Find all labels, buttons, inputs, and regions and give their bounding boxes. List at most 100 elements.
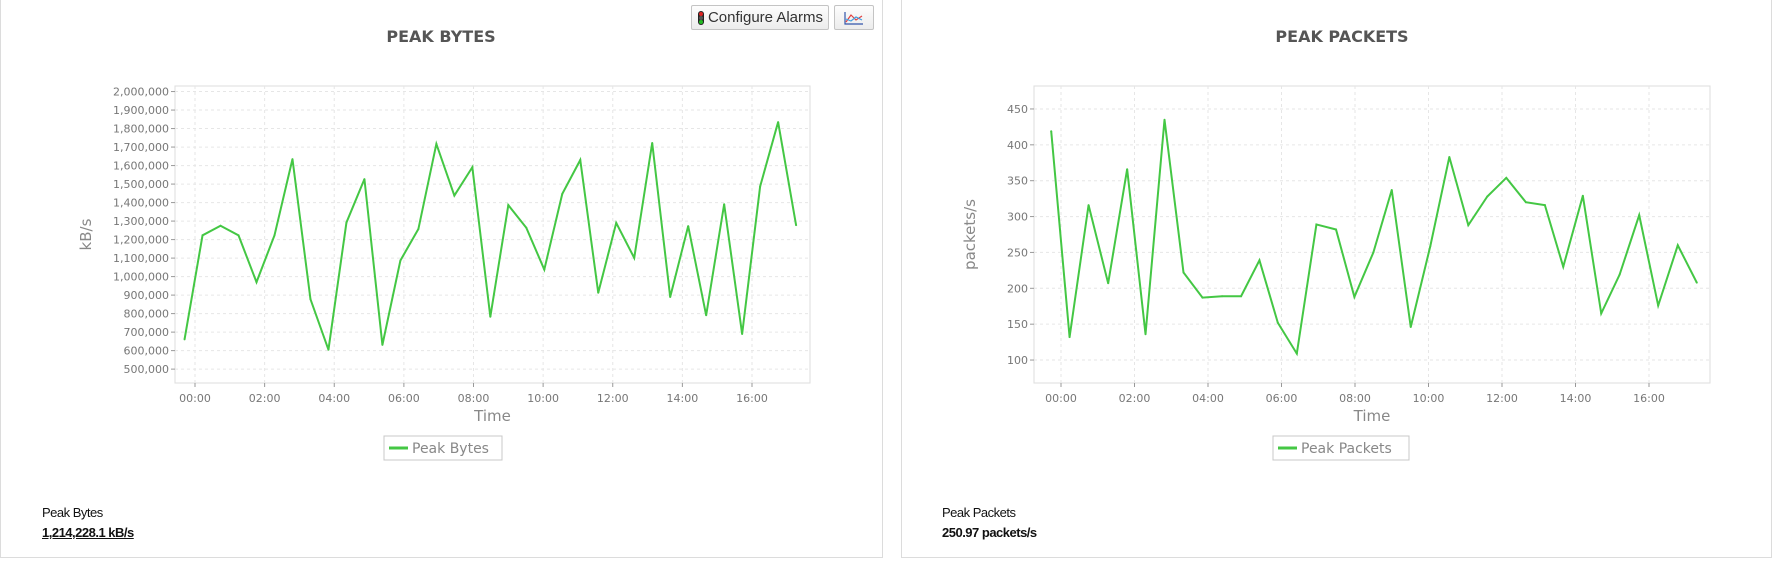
y-tick-label: 100 bbox=[1007, 354, 1028, 367]
data-point bbox=[1524, 201, 1527, 204]
chart-type-button[interactable] bbox=[834, 5, 874, 30]
configure-alarms-label: Configure Alarms bbox=[707, 9, 824, 26]
data-point bbox=[1240, 295, 1243, 298]
data-point bbox=[1315, 223, 1318, 226]
x-tick-label: 00:00 bbox=[179, 392, 211, 405]
y-axis-label: kB/s bbox=[77, 218, 95, 250]
y-tick-label: 1,300,000 bbox=[113, 215, 169, 228]
x-axis-label: Time bbox=[1353, 407, 1391, 425]
data-point bbox=[453, 194, 456, 197]
data-point bbox=[327, 348, 330, 351]
x-tick-label: 16:00 bbox=[736, 392, 768, 405]
x-tick-label: 10:00 bbox=[1413, 392, 1445, 405]
y-axis-label: packets/s bbox=[961, 199, 979, 270]
data-point bbox=[633, 256, 636, 259]
data-point bbox=[561, 192, 564, 195]
legend-box bbox=[1272, 435, 1410, 461]
peak-bytes-footer-value[interactable]: 1,214,228.1 kB/s bbox=[42, 525, 134, 540]
y-tick-label: 250 bbox=[1007, 246, 1028, 259]
data-point bbox=[435, 142, 438, 145]
y-tick-label: 400 bbox=[1007, 139, 1028, 152]
data-point bbox=[1429, 244, 1432, 247]
data-point bbox=[777, 121, 780, 124]
data-point bbox=[1409, 326, 1412, 329]
data-point bbox=[309, 298, 312, 301]
data-point bbox=[1182, 271, 1185, 274]
peak-bytes-panel: PEAK BYTES 500,000 600,000 700,000 800,000 90… bbox=[0, 0, 883, 558]
data-point bbox=[1335, 228, 1338, 231]
y-tick-label: 150 bbox=[1007, 318, 1028, 331]
x-tick-label: 06:00 bbox=[1266, 392, 1298, 405]
x-axis-label: Time bbox=[473, 407, 511, 425]
x-tick-label: 06:00 bbox=[388, 392, 420, 405]
peak-bytes-chart: PEAK BYTES 500,000 600,000 700,000 800,000 90… bbox=[77, 27, 811, 461]
data-point bbox=[795, 224, 798, 227]
data-point bbox=[399, 259, 402, 262]
data-point bbox=[255, 281, 258, 284]
x-tick-label: 08:00 bbox=[1339, 392, 1371, 405]
data-point bbox=[507, 204, 510, 207]
y-tick-label: 1,400,000 bbox=[113, 197, 169, 210]
y-tick-label: 350 bbox=[1007, 175, 1028, 188]
data-point bbox=[291, 158, 294, 161]
data-point bbox=[615, 221, 618, 224]
y-tick-label: 800,000 bbox=[124, 308, 170, 321]
data-point bbox=[273, 234, 276, 237]
data-point bbox=[1600, 312, 1603, 315]
legend-label: Peak Packets bbox=[1301, 441, 1392, 457]
y-tick-label: 1,200,000 bbox=[113, 234, 169, 247]
data-point bbox=[1505, 176, 1508, 179]
data-point bbox=[381, 343, 384, 346]
y-tick-label: 200 bbox=[1007, 282, 1028, 295]
data-point bbox=[1144, 333, 1147, 336]
y-tick-label: 1,900,000 bbox=[113, 104, 169, 117]
data-point bbox=[1372, 251, 1375, 254]
x-tick-label: 02:00 bbox=[1119, 392, 1151, 405]
data-point bbox=[1390, 189, 1393, 192]
x-tick-label: 04:00 bbox=[1192, 392, 1224, 405]
data-point bbox=[1087, 204, 1090, 207]
data-point bbox=[1295, 352, 1298, 355]
x-tick-label: 02:00 bbox=[249, 392, 281, 405]
data-point bbox=[525, 226, 528, 229]
plot-area bbox=[1033, 85, 1711, 384]
data-point bbox=[471, 166, 474, 169]
y-tick-label: 600,000 bbox=[124, 345, 170, 358]
data-point bbox=[1581, 194, 1584, 197]
data-point bbox=[345, 221, 348, 224]
y-tick-label: 1,500,000 bbox=[113, 178, 169, 191]
data-point bbox=[417, 228, 420, 231]
x-tick-label: 12:00 bbox=[597, 392, 629, 405]
configure-alarms-button[interactable]: Configure Alarms bbox=[691, 5, 829, 30]
data-point bbox=[219, 224, 222, 227]
x-tick-label: 10:00 bbox=[527, 392, 559, 405]
data-point bbox=[597, 291, 600, 294]
x-tick-label: 08:00 bbox=[458, 392, 490, 405]
data-point bbox=[201, 234, 204, 237]
data-point bbox=[1638, 214, 1641, 217]
peak-packets-footer-label: Peak Packets bbox=[942, 505, 1016, 520]
y-tick-label: 2,000,000 bbox=[113, 86, 169, 99]
chart-title: PEAK PACKETS bbox=[1275, 27, 1408, 46]
data-point bbox=[1618, 273, 1621, 276]
y-tick-label: 1,600,000 bbox=[113, 160, 169, 173]
y-tick-label: 1,800,000 bbox=[113, 123, 169, 136]
y-tick-label: 1,700,000 bbox=[113, 141, 169, 154]
peak-packets-chart: PEAK PACKETS 100 150 200 250 300 350 400 450 00:0… bbox=[961, 27, 1711, 461]
chart-title: PEAK BYTES bbox=[386, 27, 495, 46]
line-chart-icon bbox=[844, 11, 863, 25]
data-point bbox=[1201, 296, 1204, 299]
data-point bbox=[741, 332, 744, 335]
data-point bbox=[705, 314, 708, 317]
data-point bbox=[1068, 336, 1071, 339]
data-point bbox=[1221, 295, 1224, 298]
x-tick-label: 00:00 bbox=[1045, 392, 1077, 405]
data-point bbox=[1486, 195, 1489, 198]
data-point bbox=[723, 203, 726, 206]
data-point bbox=[1163, 118, 1166, 121]
data-point bbox=[1126, 168, 1129, 171]
data-point bbox=[1107, 282, 1110, 285]
peak-packets-panel: PEAK PACKETS 100 150 200 250 300 350 400 450 00:0… bbox=[901, 0, 1772, 558]
x-tick-label: 04:00 bbox=[318, 392, 350, 405]
data-point bbox=[1562, 265, 1565, 268]
